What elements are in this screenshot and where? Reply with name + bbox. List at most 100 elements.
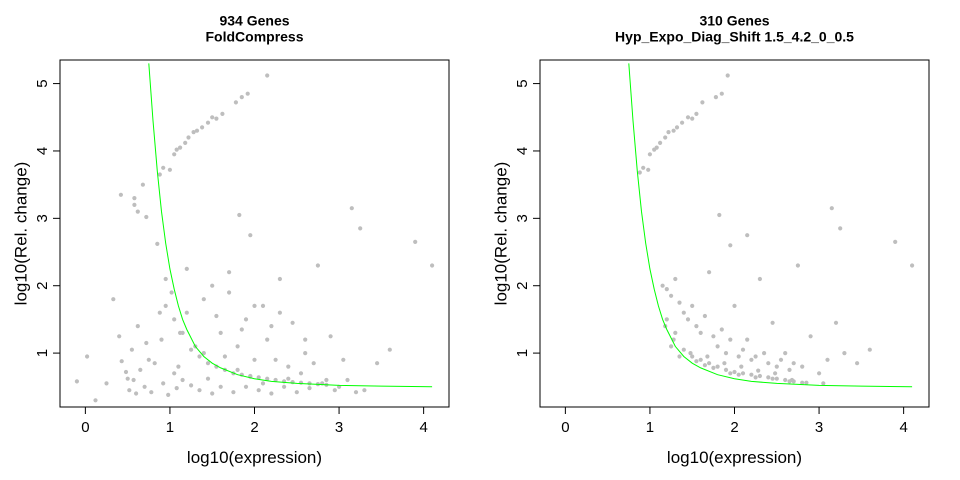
- chart-1-point: [142, 384, 147, 389]
- chart-2-fit-curve: [628, 63, 913, 388]
- chart-1-point: [152, 361, 157, 366]
- chart-2-y-tick-label: 1: [514, 349, 531, 357]
- chart-1-y-tick-label: 1: [34, 349, 51, 357]
- chart-1-point: [260, 303, 266, 308]
- chart-2-point: [719, 327, 724, 332]
- chart-2-x-tick-label: 2: [730, 419, 738, 436]
- chart-1-point: [166, 392, 171, 397]
- chart-1-point: [307, 386, 312, 391]
- chart-2-point: [719, 91, 724, 96]
- chart-1-point: [233, 100, 238, 105]
- chart-1-point: [201, 351, 206, 356]
- chart-2-point: [700, 100, 705, 105]
- chart-1-point: [93, 398, 98, 403]
- chart-2-point: [756, 368, 761, 373]
- chart-2-x-tick-label: 1: [646, 419, 654, 436]
- chart-2-point: [770, 320, 775, 325]
- chart-1-point: [118, 192, 123, 197]
- chart-1-point: [277, 276, 282, 282]
- chart-2-y-axis-label: log10(Rel. change): [491, 162, 510, 306]
- chart-2-point: [646, 167, 651, 172]
- chart-2-point: [641, 165, 646, 170]
- chart-2-point: [740, 347, 746, 352]
- chart-2-point: [800, 380, 805, 385]
- chart-1-point: [311, 361, 316, 366]
- chart-1-point: [189, 383, 194, 388]
- chart-1-point: [298, 380, 304, 385]
- chart-2-point: [685, 317, 691, 322]
- chart-2-point: [690, 303, 695, 308]
- chart-2-point: [694, 359, 699, 364]
- chart-2-point: [749, 357, 754, 362]
- chart-1-point: [256, 388, 261, 393]
- chart-2-point: [707, 361, 712, 366]
- chart-1-point: [197, 388, 202, 393]
- chart-1-x-tick-label: 3: [335, 419, 343, 436]
- chart-1-point: [362, 388, 367, 393]
- chart-2-point: [722, 361, 727, 366]
- chart-1-point: [265, 376, 270, 381]
- chart-2-point: [774, 364, 779, 369]
- chart-1-point: [324, 377, 329, 383]
- chart-2-point: [690, 116, 695, 121]
- chart-1-point: [144, 214, 149, 220]
- chart-2-point: [680, 120, 685, 125]
- chart-2-point: [677, 354, 682, 359]
- chart-1-point: [332, 388, 337, 393]
- chart-2-point: [740, 371, 746, 376]
- chart-2-point: [829, 206, 834, 211]
- chart-1-point: [144, 340, 149, 346]
- chart-1-point: [269, 391, 274, 396]
- chart-1-point: [245, 91, 250, 96]
- chart-1-point: [111, 297, 116, 302]
- chart-1-point: [265, 337, 270, 342]
- chart-2-point: [690, 354, 695, 359]
- chart-1-point: [127, 388, 132, 393]
- chart-1-point: [243, 384, 249, 389]
- chart-2-y-tick-label: 4: [514, 147, 531, 155]
- chart-1-point: [172, 371, 177, 376]
- chart-1-point: [210, 391, 215, 396]
- chart-1-point: [294, 390, 299, 395]
- chart-1-point: [210, 283, 215, 288]
- chart-2-point: [817, 371, 822, 376]
- chart-2-point: [671, 128, 676, 133]
- chart-2-point: [789, 377, 795, 383]
- chart-2-x-tick-label: 3: [815, 419, 823, 436]
- chart-1-y-axis-label: log10(Rel. change): [11, 162, 30, 306]
- chart-2-point: [664, 317, 669, 322]
- chart-2-point: [715, 364, 720, 369]
- chart-2-point: [770, 376, 775, 381]
- chart-1-point: [180, 377, 185, 383]
- chart-1-point: [210, 115, 215, 120]
- chart-1-point: [265, 73, 270, 78]
- chart-1-point: [341, 357, 346, 362]
- chart-1-point: [201, 297, 206, 302]
- chart-1-subtitle: FoldCompress: [205, 29, 303, 45]
- chart-1-title: 934 Genes: [219, 13, 289, 29]
- chart-2-point: [795, 263, 801, 268]
- chart-2-point: [808, 334, 813, 339]
- chart-1-point: [307, 381, 312, 386]
- chart-2-point: [736, 372, 741, 377]
- chart-2-point: [674, 125, 680, 130]
- chart-2-point: [753, 354, 758, 359]
- chart-1-point: [125, 376, 130, 381]
- chart-1-point: [119, 359, 124, 364]
- chart-1-point: [387, 347, 392, 352]
- chart-1-point: [218, 384, 223, 389]
- chart-2-point: [910, 263, 915, 268]
- chart-2-point: [757, 373, 763, 379]
- chart-2-point: [715, 344, 720, 349]
- chart-1-point: [231, 390, 236, 395]
- chart-1-point: [134, 391, 139, 396]
- chart-2-y-tick-label: 5: [514, 79, 531, 87]
- chart-2-point: [705, 354, 710, 359]
- chart-1-x-axis-label: log10(expression): [187, 448, 322, 467]
- chart-1-point: [239, 95, 244, 100]
- chart-2-point: [825, 357, 830, 362]
- chart-1-point: [149, 390, 154, 395]
- chart-2-point: [717, 212, 722, 218]
- chart-2-point: [749, 372, 754, 377]
